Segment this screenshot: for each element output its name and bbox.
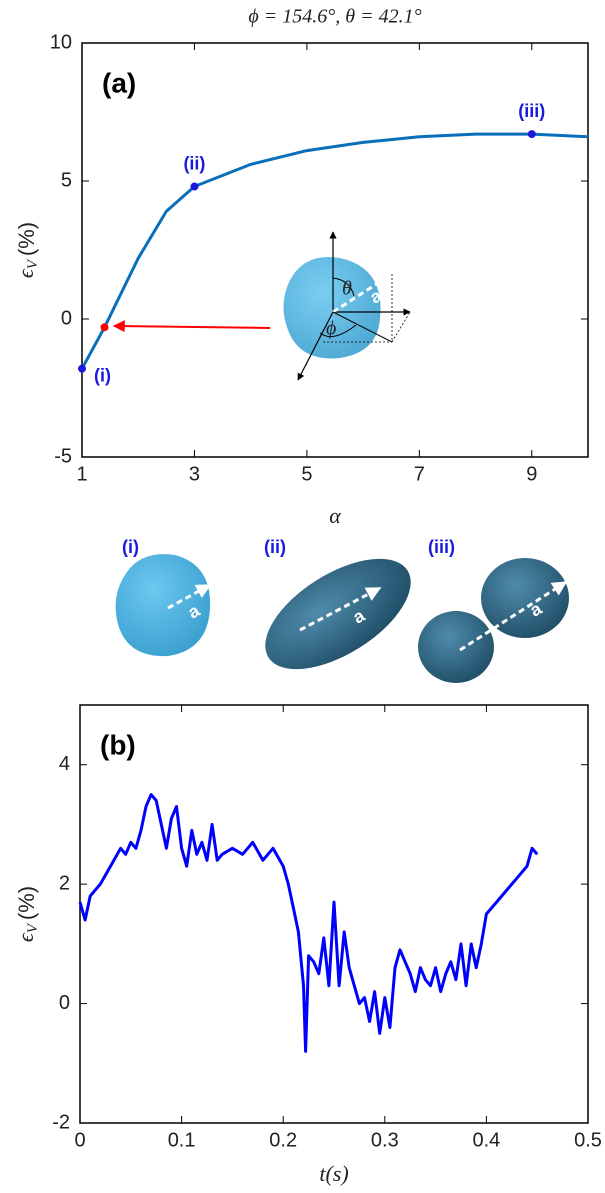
x-tick-label: 5 [301, 463, 312, 485]
x-axis-label: α [329, 503, 341, 528]
y-tick-label: 2 [59, 872, 70, 894]
x-tick-label: 0.1 [168, 1129, 196, 1151]
point-label: (iii) [518, 101, 545, 121]
inset: θ ϕ a [112, 231, 411, 381]
data-line [80, 132, 589, 370]
plot-frame [81, 42, 589, 458]
x-tick-label: 0.2 [269, 1129, 297, 1151]
y-axis-label: ϵV (%) [13, 222, 41, 278]
point-marker [78, 364, 86, 373]
y-label-symbol: ϵ [13, 932, 38, 942]
y-tick-label: -2 [52, 1111, 70, 1133]
point-label: (ii) [183, 153, 205, 173]
x-tick-label: 0.4 [472, 1129, 500, 1151]
y-tick-label: 4 [59, 753, 70, 775]
y-axis-label: ϵV (%) [13, 886, 41, 942]
y-label-unit: (%) [14, 222, 39, 256]
x-tick-label: 1 [76, 463, 87, 485]
panel-label: (a) [102, 67, 136, 98]
panel-label: (b) [100, 729, 136, 760]
chart-title: ϕ = 154.6°, θ = 42.1° [248, 6, 421, 28]
data-line [78, 793, 539, 1053]
y-label-symbol: ϵ [13, 268, 38, 278]
shapes: a a a (i) (ii) (iii) [115, 537, 569, 683]
y-label-unit: (%) [14, 886, 39, 920]
y-label-subscript: V [25, 258, 41, 269]
y-tick-label: -5 [54, 445, 72, 467]
phi-label: ϕ [326, 318, 336, 340]
x-tick-label: 0.5 [574, 1129, 602, 1151]
plot-frame [79, 704, 589, 1124]
y-tick-label: 0 [59, 992, 70, 1014]
x-tick-label: 0 [74, 1129, 85, 1151]
x-tick-label: 9 [526, 463, 537, 485]
x-tick-label: 7 [414, 463, 425, 485]
y-tick-label: 5 [61, 169, 72, 191]
x-tick-label: 0.3 [371, 1129, 399, 1151]
x-axis-label: t(s) [319, 1161, 348, 1186]
point-marker [190, 182, 199, 191]
point-marker [527, 130, 536, 139]
y-tick-label: 10 [50, 31, 72, 53]
shape-label: (iii) [428, 537, 455, 557]
point-marker [100, 323, 109, 332]
shape-label: (i) [122, 537, 139, 557]
x-tick-label: 3 [189, 463, 200, 485]
theta-label: θ [342, 278, 352, 300]
y-label-subscript: V [25, 922, 41, 933]
point-label: (i) [94, 365, 111, 385]
y-tick-label: 0 [61, 307, 72, 329]
shape-label: (ii) [264, 537, 286, 557]
